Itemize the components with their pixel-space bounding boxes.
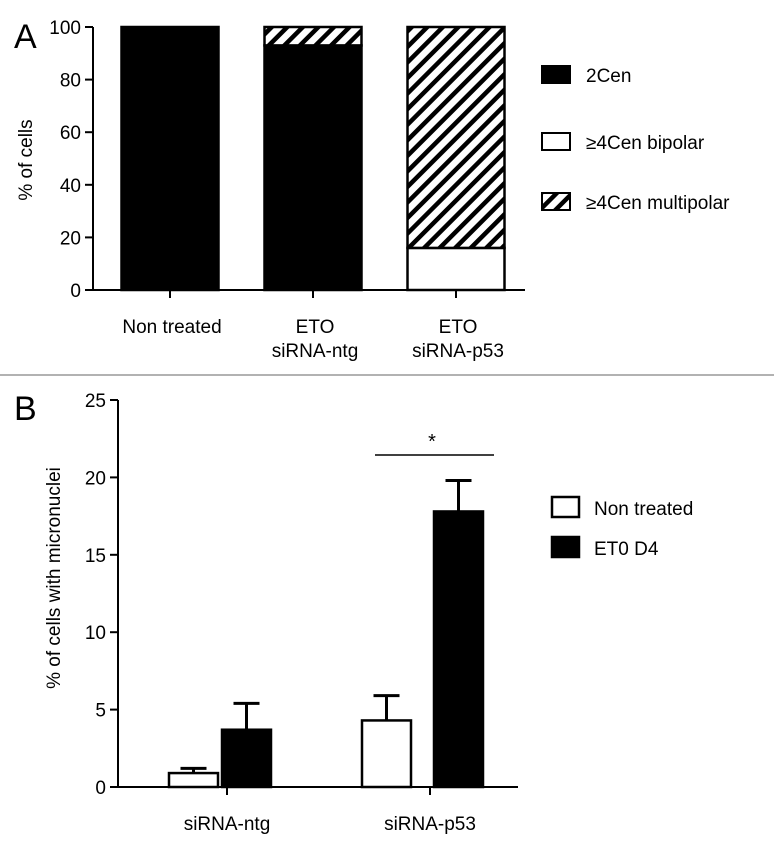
panel-a-letter: A [14,18,37,56]
panel-a-legend-swatch [541,192,571,211]
panel-b-category-label: siRNA-ntg [184,814,271,835]
panel-a: A % of cells 0 20 40 60 80 100 Non treated ETO s… [14,18,730,362]
panel-b-y-tick-label: 15 [85,546,106,567]
panel-b-bar-2-2 [432,510,485,789]
panel-b-y-axis-label: % of cells with micronuclei [44,467,65,689]
panel-a-y-tick-label: 20 [60,228,81,249]
panel-a-y-axis-label: % of cells [16,119,37,200]
panel-a-y-tick-label: 0 [70,281,81,302]
panel-b-y-tick-label: 25 [85,391,106,412]
panel-a-y-tick-label: 100 [49,18,81,39]
panel-b-y-tick-label: 0 [95,778,106,799]
panel-a-legend-label: ≥4Cen multipolar [586,193,730,214]
panel-a-legend-swatch [541,132,571,151]
panel-b-category-label: siRNA-p53 [384,814,476,835]
panel-b-y-tick-label: 10 [85,623,106,644]
panel-a-category-label: Non treated [122,317,221,338]
panel-b-legend-swatch [550,535,581,559]
panel-a-legend-label: 2Cen [586,66,631,87]
panel-b: B % of cells with micronuclei 0 5 10 15 20 25… [14,390,693,835]
panel-b-bar-2-1 [360,719,413,789]
panel-b-y-tick-label: 5 [95,701,106,722]
panel-a-category-label: siRNA-p53 [412,341,504,362]
panel-b-letter: B [14,390,37,428]
panel-b-y-tick-label: 20 [85,468,106,489]
panel-a-y-tick-label: 80 [60,71,81,92]
panel-a-bar-3-segment-2 [406,246,506,292]
panel-a-bar-1-segment-1 [120,25,220,292]
panel-b-bar-1-1 [167,771,220,789]
panel-b-legend-swatch [550,495,581,519]
panel-a-y-tick-label: 40 [60,176,81,197]
panel-a-y-tick-label: 60 [60,123,81,144]
panel-a-bar-2-segment-1 [263,44,363,292]
panel-a-bar-2-segment-3 [263,25,363,47]
panel-a-bar-3-segment-3 [406,25,506,250]
panel-b-legend-label: Non treated [594,499,693,520]
panel-a-legend-label: ≥4Cen bipolar [586,133,705,154]
panel-a-legend-swatch [541,65,571,84]
panel-a-category-label: siRNA-ntg [272,341,359,362]
panel-b-significance-marker: * [428,431,436,453]
panel-b-bar-1-2 [220,728,273,789]
panel-a-category-label: ETO [296,317,335,338]
panel-a-category-label: ETO [439,317,478,338]
panel-b-legend-label: ET0 D4 [594,539,659,560]
